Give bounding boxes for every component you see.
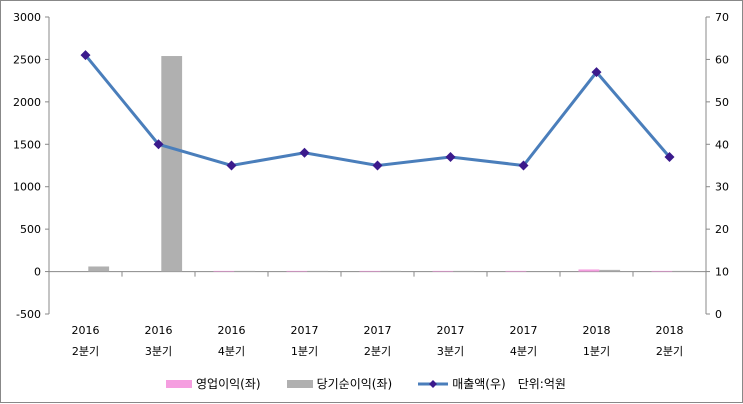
revenue-point bbox=[591, 67, 602, 78]
revenue-point bbox=[518, 160, 529, 171]
bar-net-income bbox=[672, 270, 694, 272]
bar-net-income bbox=[234, 270, 256, 272]
bar-net-income bbox=[453, 270, 475, 272]
unit-note: 단위:억원 bbox=[517, 377, 566, 391]
legend-item-revenue: 매출액(우) 단위:억원 bbox=[418, 375, 566, 392]
x-tick-label-year: 2017 bbox=[291, 324, 319, 337]
left-tick-label: 1500 bbox=[13, 138, 41, 151]
left-tick-label: 3000 bbox=[13, 11, 41, 24]
revenue-point bbox=[153, 139, 164, 150]
left-tick-label: 2000 bbox=[13, 96, 41, 109]
x-tick-label-quarter: 2분기 bbox=[656, 345, 683, 358]
x-tick-label-quarter: 1분기 bbox=[291, 345, 318, 358]
x-tick-label-year: 2017 bbox=[364, 324, 392, 337]
x-tick-label-year: 2016 bbox=[218, 324, 246, 337]
bar-operating-profit bbox=[286, 270, 308, 272]
left-tick-label: -500 bbox=[16, 308, 41, 321]
legend-label: 당기순이익(좌) bbox=[316, 377, 393, 391]
revenue-point bbox=[664, 152, 675, 163]
right-tick-label: 30 bbox=[715, 181, 729, 194]
x-tick-label-quarter: 1분기 bbox=[583, 345, 610, 358]
bar-net-income bbox=[380, 270, 402, 272]
right-tick-label: 40 bbox=[715, 138, 729, 151]
bar-operating-profit bbox=[432, 270, 454, 272]
right-tick-label: 20 bbox=[715, 223, 729, 236]
legend-label: 영업이익(좌) bbox=[196, 377, 261, 391]
left-tick-label: 1000 bbox=[13, 181, 41, 194]
legend-swatch bbox=[286, 379, 313, 388]
bar-operating-profit bbox=[651, 270, 673, 272]
right-tick-label: 60 bbox=[715, 53, 729, 66]
bar-net-income bbox=[161, 56, 183, 272]
revenue-point bbox=[80, 50, 91, 61]
revenue-point bbox=[299, 147, 310, 158]
bar-net-income bbox=[307, 270, 329, 272]
right-tick-label: 50 bbox=[715, 96, 729, 109]
legend-swatch bbox=[166, 379, 192, 388]
revenue-point bbox=[372, 160, 383, 171]
x-tick-label-year: 2016 bbox=[145, 324, 173, 337]
legend-label: 매출액(우) bbox=[452, 377, 506, 391]
right-tick-label: 70 bbox=[715, 11, 729, 24]
legend: 영업이익(좌) 당기순이익(좌) 매출액(우) 단위:억원 bbox=[166, 375, 566, 392]
left-tick-label: 2500 bbox=[13, 53, 41, 66]
x-tick-label-quarter: 4분기 bbox=[510, 345, 537, 358]
x-tick-label-quarter: 3분기 bbox=[145, 345, 172, 358]
left-tick-label: 0 bbox=[34, 266, 41, 279]
bar-net-income bbox=[88, 266, 110, 272]
bar-net-income bbox=[599, 269, 621, 272]
x-tick-label-quarter: 3분기 bbox=[437, 345, 464, 358]
bar-operating-profit bbox=[213, 270, 235, 272]
x-tick-label-year: 2018 bbox=[583, 324, 611, 337]
x-tick-label-quarter: 2분기 bbox=[72, 345, 99, 358]
left-tick-label: 500 bbox=[20, 223, 41, 236]
bar-operating-profit bbox=[505, 270, 527, 272]
bar-operating-profit bbox=[578, 269, 600, 272]
legend-item-net-income: 당기순이익(좌) bbox=[286, 375, 393, 392]
revenue-point bbox=[445, 152, 456, 163]
x-tick-label-quarter: 2분기 bbox=[364, 345, 391, 358]
revenue-point bbox=[226, 160, 237, 171]
x-tick-label-year: 2017 bbox=[437, 324, 465, 337]
right-tick-label: 10 bbox=[715, 266, 729, 279]
x-tick-label-year: 2016 bbox=[72, 324, 100, 337]
legend-line-marker-icon bbox=[418, 379, 449, 388]
bar-operating-profit bbox=[359, 270, 381, 272]
x-tick-label-year: 2018 bbox=[656, 324, 684, 337]
x-tick-label-year: 2017 bbox=[510, 324, 538, 337]
legend-item-operating-profit: 영업이익(좌) bbox=[166, 375, 261, 392]
right-tick-label: 0 bbox=[715, 308, 722, 321]
x-tick-label-quarter: 4분기 bbox=[218, 345, 245, 358]
